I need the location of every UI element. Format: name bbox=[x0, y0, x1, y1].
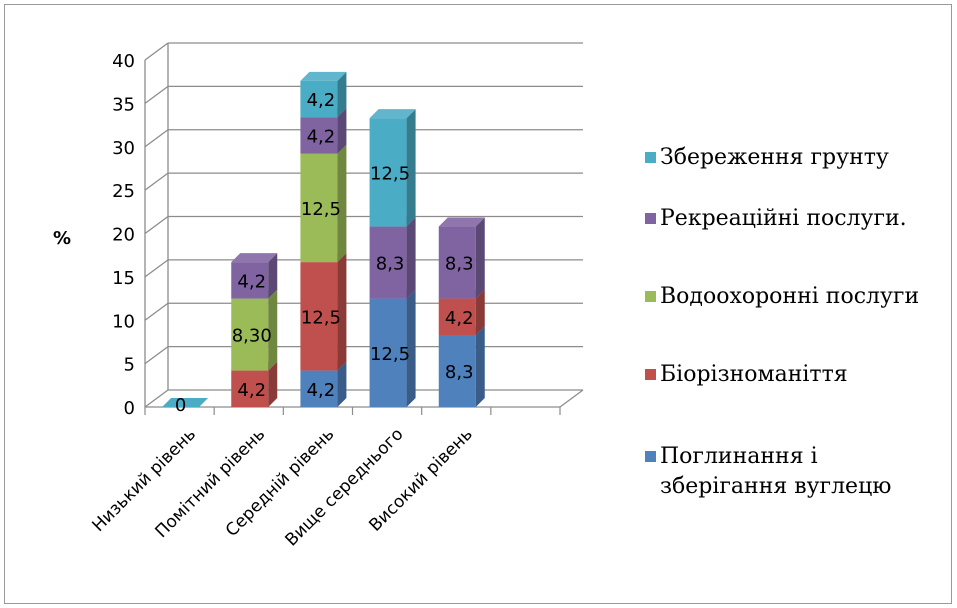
data-label: 8,3 bbox=[445, 254, 474, 275]
data-label: 12,5 bbox=[370, 163, 410, 184]
gridline-side bbox=[144, 172, 169, 191]
data-label: 12,5 bbox=[301, 199, 341, 220]
gridline-side bbox=[144, 42, 169, 61]
bar-segment bbox=[369, 118, 407, 227]
legend-label-line: Біорізноманіття bbox=[660, 362, 848, 387]
bar-segment-side bbox=[337, 108, 347, 154]
y-tick-label: 40 bbox=[112, 51, 135, 72]
data-label: 4,2 bbox=[307, 380, 336, 401]
bar-segment bbox=[438, 334, 476, 407]
bar-segment bbox=[300, 80, 338, 118]
data-label: 4,2 bbox=[237, 271, 266, 292]
bar-segment-top bbox=[438, 217, 485, 227]
y-tick-label: 5 bbox=[124, 355, 135, 376]
bar-segment-side bbox=[268, 289, 278, 371]
legend-swatch bbox=[645, 291, 656, 302]
y-tick-label: 20 bbox=[112, 225, 135, 246]
legend-label-line: Водоохоронні послуги bbox=[660, 284, 919, 309]
bar-segment bbox=[231, 262, 269, 299]
bar-segment-top bbox=[231, 253, 278, 263]
gridline-side bbox=[144, 85, 169, 104]
data-label: 8,30 bbox=[232, 326, 272, 347]
bar-segment bbox=[300, 153, 338, 263]
legend-swatch bbox=[645, 213, 656, 224]
bar-segment-side bbox=[406, 109, 416, 227]
bar-segment-side bbox=[268, 361, 278, 407]
legend-swatch bbox=[645, 451, 656, 462]
bar-segment bbox=[300, 117, 338, 154]
legend-label-line: Поглинання і bbox=[660, 444, 818, 469]
bar-segment-side bbox=[337, 71, 347, 118]
bar-segment bbox=[438, 298, 476, 335]
bar-segment-flat bbox=[162, 398, 209, 407]
bar-segment-side bbox=[475, 217, 485, 299]
data-label: 12,5 bbox=[301, 307, 341, 328]
bar-segment-side bbox=[475, 289, 485, 335]
data-label: 4,2 bbox=[445, 308, 474, 329]
bar-segment-side bbox=[406, 217, 416, 299]
bar-segment-side bbox=[406, 289, 416, 407]
y-tick-label: 10 bbox=[112, 311, 135, 332]
y-axis-label: % bbox=[53, 228, 71, 249]
gridline-side bbox=[144, 215, 169, 235]
bar-segment-side bbox=[475, 325, 485, 407]
bar-segment-side bbox=[337, 361, 347, 407]
legend-label-line: Збереження грунту bbox=[660, 145, 889, 170]
bar-segment bbox=[369, 226, 407, 299]
legend-label-line: зберігання вуглецю bbox=[660, 474, 891, 499]
legend-label: Біорізноманіття bbox=[660, 362, 848, 387]
y-tick-label: 25 bbox=[112, 181, 135, 202]
data-label: 8,3 bbox=[376, 254, 405, 275]
y-tick-label: 15 bbox=[112, 268, 135, 289]
category-label: Вище середнього bbox=[281, 424, 407, 550]
gridline-side bbox=[144, 129, 169, 148]
gridline-side bbox=[144, 259, 169, 278]
legend-label: Збереження грунту bbox=[660, 145, 889, 170]
legend-label-line: Рекреаційні послуги. bbox=[660, 206, 907, 231]
legend-label: Водоохоронні послуги bbox=[660, 284, 919, 309]
bar-segment-top bbox=[369, 109, 416, 119]
legend-label: Рекреаційні послуги. bbox=[660, 206, 907, 231]
legend-swatch bbox=[645, 369, 656, 380]
data-label: 4,2 bbox=[237, 380, 266, 401]
data-label: 0 bbox=[175, 395, 186, 416]
bar-segment bbox=[438, 226, 476, 299]
bar-segment bbox=[231, 370, 269, 407]
gridline-side bbox=[144, 389, 169, 408]
bar-segment bbox=[231, 298, 269, 371]
bar-segment-side bbox=[337, 144, 347, 263]
gridline-side bbox=[144, 302, 169, 321]
y-tick-label: 35 bbox=[112, 94, 135, 115]
gridline-side bbox=[144, 346, 169, 365]
bar-segment bbox=[300, 370, 338, 407]
data-label: 4,2 bbox=[307, 90, 336, 111]
floor-edge bbox=[559, 389, 584, 408]
bar-segment-top bbox=[300, 71, 347, 81]
y-tick-label: 30 bbox=[112, 138, 135, 159]
bar-segment bbox=[369, 298, 407, 407]
data-label: 8,3 bbox=[445, 362, 474, 383]
bar-segment-side bbox=[337, 253, 347, 371]
legend-swatch bbox=[645, 152, 656, 163]
bar-segment-side bbox=[268, 253, 278, 299]
legend-label: Поглинання і зберігання вуглецю bbox=[660, 444, 891, 499]
bar-segment bbox=[300, 262, 338, 371]
data-label: 4,2 bbox=[307, 126, 336, 147]
data-label: 12,5 bbox=[370, 344, 410, 365]
y-tick-label: 0 bbox=[124, 398, 135, 419]
